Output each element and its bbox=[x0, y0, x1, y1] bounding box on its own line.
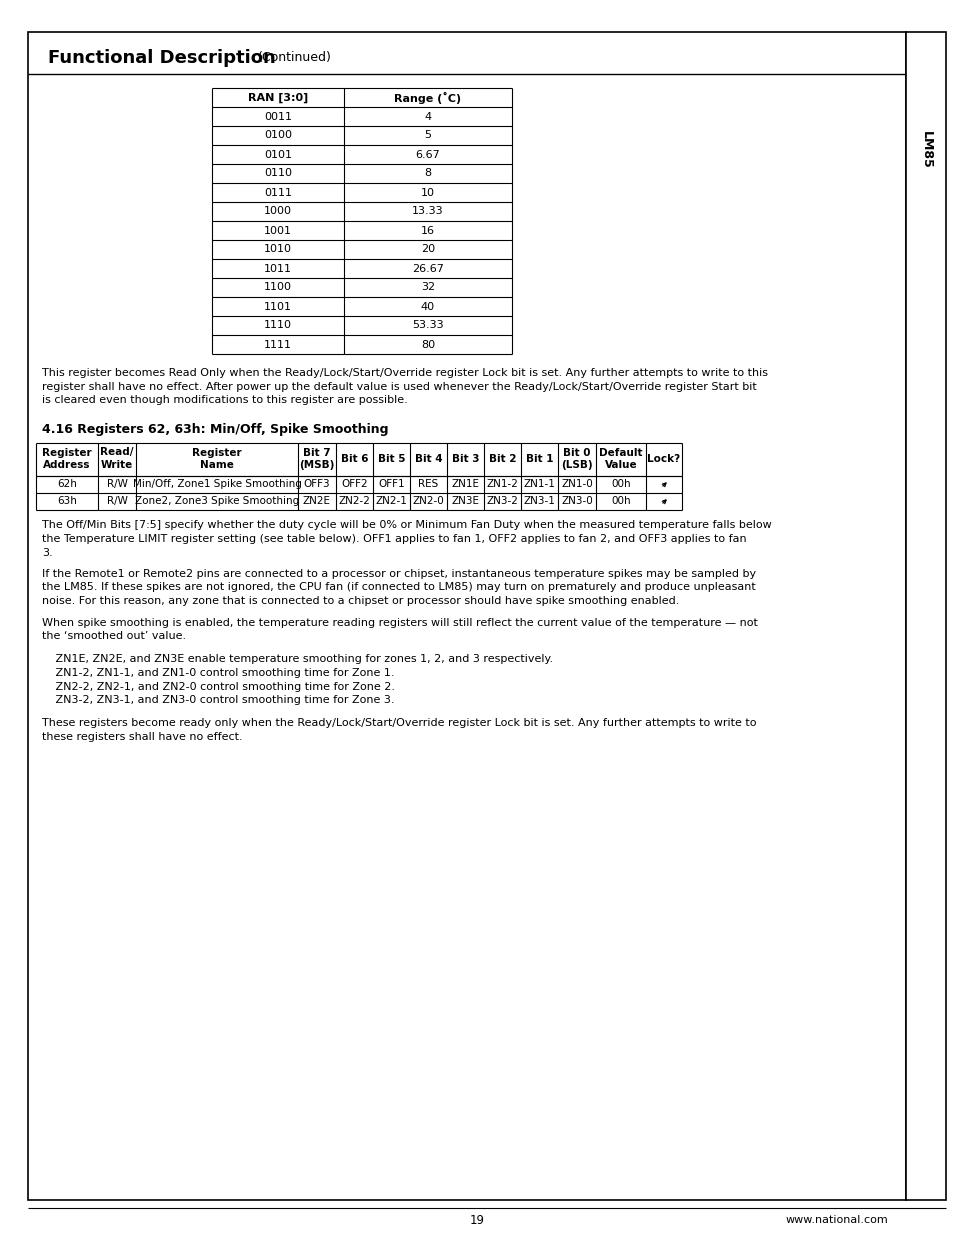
Text: 19: 19 bbox=[469, 1214, 484, 1226]
Text: Bit 1: Bit 1 bbox=[525, 454, 553, 464]
Text: noise. For this reason, any zone that is connected to a chipset or processor sho: noise. For this reason, any zone that is… bbox=[42, 597, 679, 606]
Text: R/W: R/W bbox=[107, 479, 128, 489]
Text: ZN3-2, ZN3-1, and ZN3-0 control smoothing time for Zone 3.: ZN3-2, ZN3-1, and ZN3-0 control smoothin… bbox=[52, 695, 395, 705]
Text: 0100: 0100 bbox=[264, 131, 292, 141]
Text: register shall have no effect. After power up the default value is used whenever: register shall have no effect. After pow… bbox=[42, 382, 756, 391]
Text: LM85: LM85 bbox=[919, 131, 931, 169]
Text: ZN2-0: ZN2-0 bbox=[413, 496, 444, 506]
Text: www.national.com: www.national.com bbox=[784, 1215, 887, 1225]
Text: the Temperature LIMIT register setting (see table below). OFF1 applies to fan 1,: the Temperature LIMIT register setting (… bbox=[42, 534, 746, 543]
Text: 4: 4 bbox=[424, 111, 431, 121]
Text: ZN1-1: ZN1-1 bbox=[523, 479, 555, 489]
Text: 1011: 1011 bbox=[264, 263, 292, 273]
Text: 0011: 0011 bbox=[264, 111, 292, 121]
Text: 00h: 00h bbox=[611, 496, 630, 506]
Text: Bit 3: Bit 3 bbox=[452, 454, 478, 464]
Text: 1000: 1000 bbox=[264, 206, 292, 216]
Text: (Continued): (Continued) bbox=[257, 52, 332, 64]
Text: OFF1: OFF1 bbox=[377, 479, 404, 489]
Text: Range (˚C): Range (˚C) bbox=[394, 91, 461, 104]
Text: If the Remote1 or Remote2 pins are connected to a processor or chipset, instanta: If the Remote1 or Remote2 pins are conne… bbox=[42, 569, 756, 579]
Text: 6.67: 6.67 bbox=[416, 149, 440, 159]
Text: 1101: 1101 bbox=[264, 301, 292, 311]
Text: (LSB): (LSB) bbox=[560, 461, 592, 471]
Text: Bit 2: Bit 2 bbox=[488, 454, 516, 464]
Text: ZN2-1: ZN2-1 bbox=[375, 496, 407, 506]
Text: 0110: 0110 bbox=[264, 168, 292, 179]
Text: 10: 10 bbox=[420, 188, 435, 198]
Text: Bit 5: Bit 5 bbox=[377, 454, 405, 464]
Text: 0101: 0101 bbox=[264, 149, 292, 159]
Text: ZN2-2, ZN2-1, and ZN2-0 control smoothing time for Zone 2.: ZN2-2, ZN2-1, and ZN2-0 control smoothin… bbox=[52, 682, 395, 692]
Text: 20: 20 bbox=[420, 245, 435, 254]
Text: Lock?: Lock? bbox=[647, 454, 679, 464]
Bar bbox=[905, 32, 945, 1200]
Text: is cleared even though modifications to this register are possible.: is cleared even though modifications to … bbox=[42, 395, 407, 405]
Text: 1001: 1001 bbox=[264, 226, 292, 236]
Text: 1110: 1110 bbox=[264, 321, 292, 331]
Text: Bit 4: Bit 4 bbox=[415, 454, 442, 464]
Text: ZN3-1: ZN3-1 bbox=[523, 496, 555, 506]
Text: RES: RES bbox=[418, 479, 438, 489]
Text: Bit 6: Bit 6 bbox=[340, 454, 368, 464]
Text: Zone2, Zone3 Spike Smoothing: Zone2, Zone3 Spike Smoothing bbox=[134, 496, 299, 506]
Text: Name: Name bbox=[200, 461, 233, 471]
Text: 4.16 Registers 62, 63h: Min/Off, Spike Smoothing: 4.16 Registers 62, 63h: Min/Off, Spike S… bbox=[42, 422, 388, 436]
Text: Write: Write bbox=[101, 461, 133, 471]
Text: 32: 32 bbox=[420, 283, 435, 293]
Text: ZN3-0: ZN3-0 bbox=[560, 496, 592, 506]
Text: 00h: 00h bbox=[611, 479, 630, 489]
Text: ZN1E, ZN2E, and ZN3E enable temperature smoothing for zones 1, 2, and 3 respecti: ZN1E, ZN2E, and ZN3E enable temperature … bbox=[52, 655, 553, 664]
Text: ZN3E: ZN3E bbox=[451, 496, 479, 506]
Text: 63h: 63h bbox=[57, 496, 77, 506]
Text: OFF3: OFF3 bbox=[303, 479, 330, 489]
Text: 5: 5 bbox=[424, 131, 431, 141]
Text: ZN1-0: ZN1-0 bbox=[560, 479, 592, 489]
Text: When spike smoothing is enabled, the temperature reading registers will still re: When spike smoothing is enabled, the tem… bbox=[42, 618, 757, 627]
Text: 62h: 62h bbox=[57, 479, 77, 489]
Text: these registers shall have no effect.: these registers shall have no effect. bbox=[42, 732, 242, 742]
Text: ZN2-2: ZN2-2 bbox=[338, 496, 370, 506]
Text: 0111: 0111 bbox=[264, 188, 292, 198]
Text: Functional Description: Functional Description bbox=[48, 49, 275, 67]
Text: Address: Address bbox=[43, 461, 91, 471]
Text: ZN1E: ZN1E bbox=[451, 479, 479, 489]
Text: R/W: R/W bbox=[107, 496, 128, 506]
Text: the LM85. If these spikes are not ignored, the CPU fan (if connected to LM85) ma: the LM85. If these spikes are not ignore… bbox=[42, 583, 755, 593]
Text: Bit 7: Bit 7 bbox=[303, 447, 331, 457]
Text: Register: Register bbox=[42, 447, 91, 457]
Text: Default: Default bbox=[598, 447, 642, 457]
Text: 13.33: 13.33 bbox=[412, 206, 443, 216]
Text: the ‘smoothed out’ value.: the ‘smoothed out’ value. bbox=[42, 631, 186, 641]
Text: ZN3-2: ZN3-2 bbox=[486, 496, 517, 506]
Text: 3.: 3. bbox=[42, 547, 52, 557]
Text: 53.33: 53.33 bbox=[412, 321, 443, 331]
Text: These registers become ready only when the Ready/Lock/Start/Override register Lo: These registers become ready only when t… bbox=[42, 719, 756, 729]
Text: The Off/Min Bits [7:5] specify whether the duty cycle will be 0% or Minimum Fan : The Off/Min Bits [7:5] specify whether t… bbox=[42, 520, 771, 531]
Text: ZN2E: ZN2E bbox=[303, 496, 331, 506]
Text: 1111: 1111 bbox=[264, 340, 292, 350]
Text: (MSB): (MSB) bbox=[299, 461, 335, 471]
Text: ZN1-2, ZN1-1, and ZN1-0 control smoothing time for Zone 1.: ZN1-2, ZN1-1, and ZN1-0 control smoothin… bbox=[52, 668, 395, 678]
Text: 40: 40 bbox=[420, 301, 435, 311]
Text: 16: 16 bbox=[420, 226, 435, 236]
Text: 1100: 1100 bbox=[264, 283, 292, 293]
Text: Read/: Read/ bbox=[100, 447, 133, 457]
Text: 26.67: 26.67 bbox=[412, 263, 443, 273]
Text: ZN1-2: ZN1-2 bbox=[486, 479, 517, 489]
Text: RAN [3:0]: RAN [3:0] bbox=[248, 93, 308, 103]
Text: OFF2: OFF2 bbox=[341, 479, 368, 489]
Text: Register: Register bbox=[192, 447, 241, 457]
Text: Min/Off, Zone1 Spike Smoothing: Min/Off, Zone1 Spike Smoothing bbox=[132, 479, 301, 489]
Text: This register becomes Read Only when the Ready/Lock/Start/Override register Lock: This register becomes Read Only when the… bbox=[42, 368, 767, 378]
Text: 80: 80 bbox=[420, 340, 435, 350]
Text: 8: 8 bbox=[424, 168, 431, 179]
Text: Value: Value bbox=[604, 461, 637, 471]
Text: 1010: 1010 bbox=[264, 245, 292, 254]
Text: Bit 0: Bit 0 bbox=[562, 447, 590, 457]
